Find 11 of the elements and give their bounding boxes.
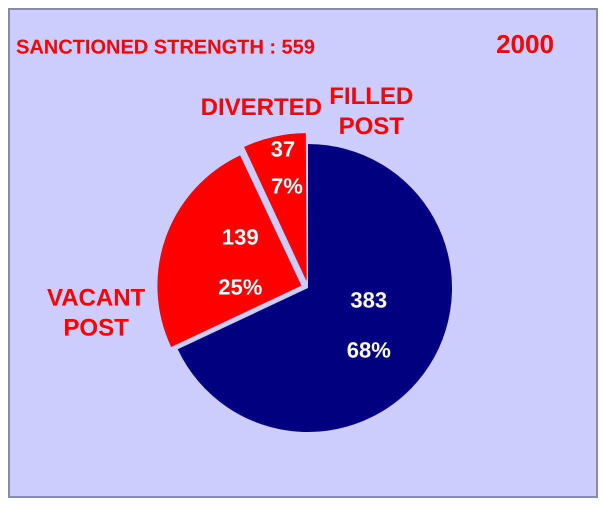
text: 383 [350, 288, 388, 313]
slice-label: DIVERTED [200, 94, 322, 122]
chart-title: SANCTIONED STRENGTH : 559 [16, 36, 315, 59]
slice-label: VACANT POST [46, 284, 146, 342]
data-label: 68% [346, 338, 391, 363]
text: 37 [270, 136, 296, 162]
data-label: 25% [218, 274, 262, 300]
data-label: 7% [270, 174, 303, 199]
slice-label: FILLED POST [329, 82, 414, 140]
text: 139 [222, 224, 259, 250]
text: 2000 [496, 29, 554, 60]
